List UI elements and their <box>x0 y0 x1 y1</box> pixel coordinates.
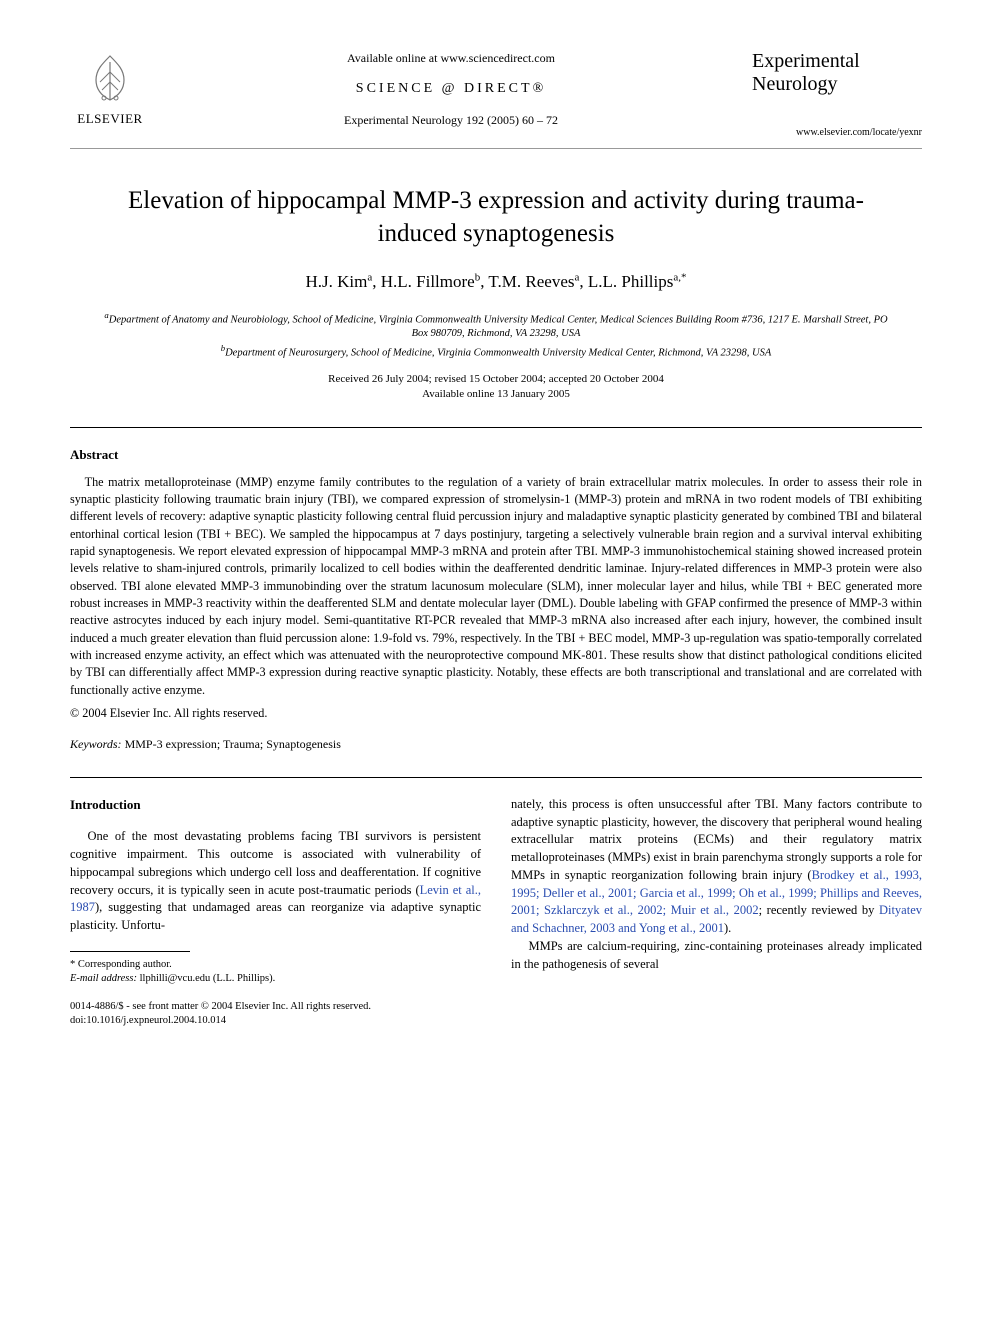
journal-name-line1: Experimental <box>752 50 860 72</box>
journal-citation: Experimental Neurology 192 (2005) 60 – 7… <box>170 112 732 129</box>
corresponding-author-note: * Corresponding author. <box>70 958 481 972</box>
abstract-heading: Abstract <box>70 446 922 464</box>
elsevier-tree-icon <box>82 50 138 106</box>
publisher-block: ELSEVIER <box>70 50 150 128</box>
bottom-meta: 0014-4886/$ - see front matter © 2004 El… <box>70 1000 481 1028</box>
journal-url: www.elsevier.com/locate/yexnr <box>752 126 922 140</box>
dates-online: Available online 13 January 2005 <box>422 388 570 400</box>
journal-name-line2: Neurology <box>752 73 838 95</box>
intro-paragraph-1-cont: nately, this process is often unsuccessf… <box>511 796 922 938</box>
author-4: L.L. Phillipsa,* <box>588 272 687 291</box>
dates-received: Received 26 July 2004; revised 15 Octobe… <box>328 373 664 385</box>
author-1: H.J. Kima <box>305 272 372 291</box>
sciencedirect-logo: SCIENCE @ DIRECT® <box>170 79 732 99</box>
page-header: ELSEVIER Available online at www.science… <box>70 50 922 149</box>
abstract-copyright: © 2004 Elsevier Inc. All rights reserved… <box>70 705 922 722</box>
available-online-text: Available online at www.sciencedirect.co… <box>170 50 732 67</box>
author-2: H.L. Fillmoreb <box>381 272 480 291</box>
header-center: Available online at www.sciencedirect.co… <box>150 50 752 129</box>
column-left: Introduction One of the most devastating… <box>70 796 481 1029</box>
article-title: Elevation of hippocampal MMP-3 expressio… <box>120 185 872 250</box>
affiliation-b: bDepartment of Neurosurgery, School of M… <box>100 343 892 360</box>
body-columns: Introduction One of the most devastating… <box>70 796 922 1029</box>
email-address: llphilli@vcu.edu (L.L. Phillips). <box>137 973 275 984</box>
intro-paragraph-2: MMPs are calcium-requiring, zinc-contain… <box>511 938 922 974</box>
email-line: E-mail address: llphilli@vcu.edu (L.L. P… <box>70 972 481 986</box>
email-label: E-mail address: <box>70 973 137 984</box>
keywords-line: Keywords: MMP-3 expression; Trauma; Syna… <box>70 736 922 753</box>
keywords-label: Keywords: <box>70 737 122 751</box>
affiliation-a: aDepartment of Anatomy and Neurobiology,… <box>100 310 892 341</box>
intro-paragraph-1: One of the most devastating problems fac… <box>70 828 481 935</box>
journal-name: Experimental Neurology <box>752 50 922 96</box>
keywords-text: MMP-3 expression; Trauma; Synaptogenesis <box>122 737 341 751</box>
doi-line: doi:10.1016/j.expneurol.2004.10.014 <box>70 1014 481 1028</box>
introduction-heading: Introduction <box>70 796 481 814</box>
footnote-separator <box>70 951 190 952</box>
issn-line: 0014-4886/$ - see front matter © 2004 El… <box>70 1000 481 1014</box>
author-3: T.M. Reevesa <box>488 272 579 291</box>
authors-line: H.J. Kima, H.L. Fillmoreb, T.M. Reevesa,… <box>70 270 922 294</box>
abstract-body: The matrix metalloproteinase (MMP) enzym… <box>70 474 922 699</box>
column-right: nately, this process is often unsuccessf… <box>511 796 922 1029</box>
publisher-name: ELSEVIER <box>70 110 150 128</box>
journal-title-box: Experimental Neurology www.elsevier.com/… <box>752 50 922 140</box>
article-dates: Received 26 July 2004; revised 15 Octobe… <box>70 372 922 403</box>
divider-bottom <box>70 777 922 778</box>
divider-top <box>70 427 922 428</box>
